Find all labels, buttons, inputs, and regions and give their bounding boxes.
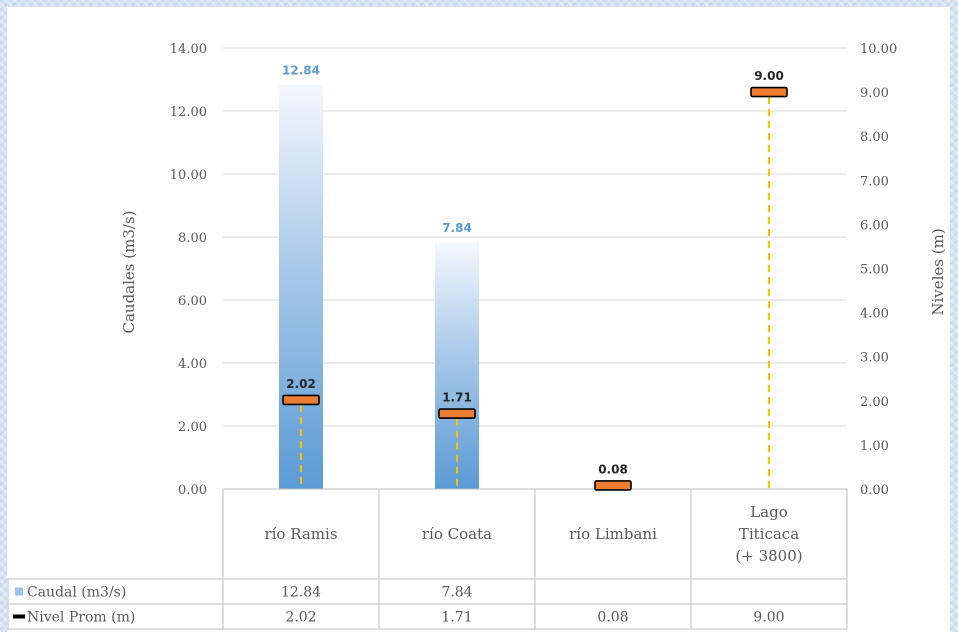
- y2-tick-label: 8.00: [860, 130, 889, 145]
- bar-caudal: [279, 84, 323, 489]
- marker-value-label: 1.71: [442, 391, 472, 405]
- y-tick-label: 12.00: [170, 105, 207, 120]
- bar-value-label: 12.84: [282, 64, 320, 78]
- category-label: río Limbani: [569, 525, 657, 543]
- y2-tick-label: 9.00: [860, 86, 889, 101]
- bar-caudal: [435, 242, 479, 489]
- marker-nivel: [438, 408, 476, 419]
- y-tick-label: 8.00: [178, 231, 207, 246]
- bar-value-label: 7.84: [442, 221, 472, 235]
- legend-key-caudal: [15, 587, 23, 596]
- y2-tick-label: 6.00: [860, 218, 889, 233]
- y2-tick-label: 5.00: [860, 263, 889, 278]
- table-row-legend: Caudal (m3/s): [27, 585, 126, 601]
- y2-tick-label: 3.00: [860, 351, 889, 366]
- marker-nivel: [594, 480, 632, 491]
- chart-svg: 12.84 7.84 río Ramis río Coata río Limbani L…: [7, 42, 947, 630]
- category-label: (+ 3800): [735, 547, 802, 565]
- y-tick-label: 14.00: [170, 42, 207, 57]
- y2-tick-label: 2.00: [860, 395, 889, 410]
- table-cell: 1.71: [441, 610, 472, 626]
- chart-panel: 12.84 7.84 río Ramis río Coata río Limbani L…: [7, 7, 950, 632]
- category-label: río Coata: [422, 525, 492, 543]
- y2-axis-title: Niveles (m): [929, 228, 947, 315]
- table-cell: 2.02: [285, 610, 316, 626]
- y2-tick-label: 10.00: [860, 42, 897, 57]
- marker-nivel: [750, 86, 788, 98]
- table-cell: 0.08: [597, 610, 628, 626]
- y2-tick-label: 4.00: [860, 307, 889, 322]
- legend-key-nivel: [13, 614, 25, 619]
- y-tick-label: 4.00: [178, 357, 207, 372]
- y2-tick-label: 1.00: [860, 439, 889, 454]
- y-tick-label: 6.00: [178, 294, 207, 309]
- y2-tick-label: 7.00: [860, 174, 889, 189]
- marker-value-label: 2.02: [286, 377, 316, 391]
- category-label: Lago: [750, 503, 788, 521]
- table-cell: 7.84: [441, 585, 472, 601]
- marker-value-label: 9.00: [754, 69, 784, 83]
- y-tick-label: 0.00: [178, 483, 207, 498]
- category-label: Titicaca: [739, 525, 799, 543]
- y-tick-label: 10.00: [170, 168, 207, 183]
- y-axis-title: Caudales (m3/s): [120, 211, 138, 334]
- table-row-legend: Nivel Prom (m): [27, 610, 135, 626]
- category-label: río Ramis: [264, 525, 337, 543]
- y-tick-label: 2.00: [178, 420, 207, 435]
- y2-tick-label: 0.00: [860, 483, 889, 498]
- marker-nivel: [282, 394, 320, 406]
- marker-value-label: 0.08: [598, 462, 628, 476]
- table-cell: 12.84: [281, 585, 321, 601]
- table-cell: 9.00: [753, 610, 784, 626]
